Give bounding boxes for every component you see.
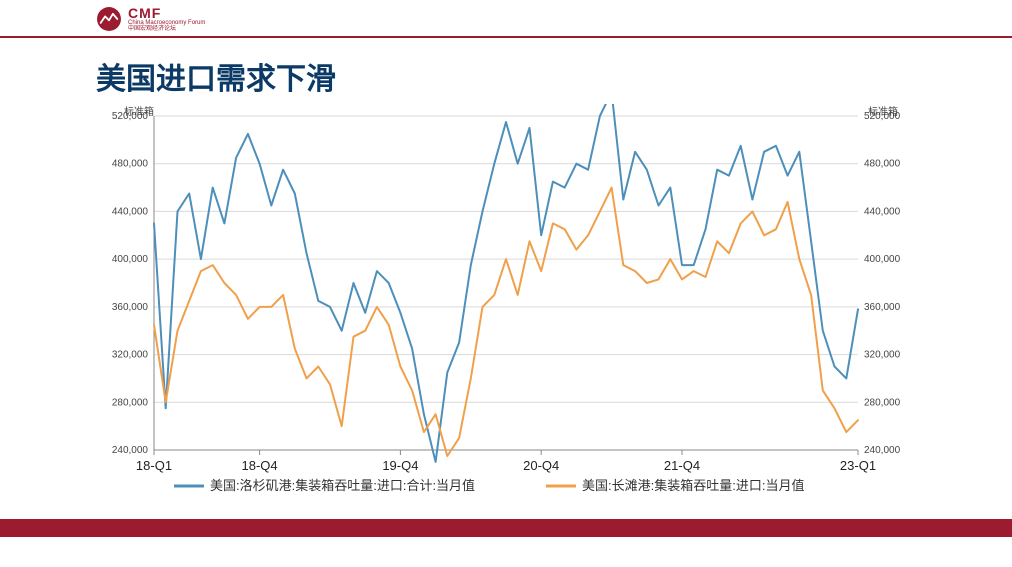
svg-text:280,000: 280,000 [112, 397, 149, 408]
svg-text:标准箱: 标准箱 [868, 105, 898, 118]
svg-text:21-Q4: 21-Q4 [664, 458, 700, 473]
svg-text:240,000: 240,000 [864, 445, 901, 456]
svg-text:280,000: 280,000 [864, 397, 901, 408]
brand-sub-cn: 中国宏观经济论坛 [128, 26, 205, 32]
brand-acronym: CMF [128, 6, 205, 20]
top-header: CMF China Macroeconomy Forum 中国宏观经济论坛 [0, 0, 1012, 38]
svg-text:美国:长滩港:集装箱吞吐量:进口:当月值: 美国:长滩港:集装箱吞吐量:进口:当月值 [582, 478, 804, 493]
svg-text:18-Q1: 18-Q1 [136, 458, 172, 473]
svg-text:360,000: 360,000 [112, 302, 149, 313]
svg-text:320,000: 320,000 [112, 350, 149, 361]
svg-text:400,000: 400,000 [112, 254, 149, 265]
brand-logo-icon [96, 6, 122, 32]
svg-text:440,000: 440,000 [112, 206, 149, 217]
svg-text:400,000: 400,000 [864, 254, 901, 265]
svg-text:标准箱: 标准箱 [124, 105, 154, 118]
brand-logo: CMF China Macroeconomy Forum 中国宏观经济论坛 [96, 6, 205, 36]
svg-text:440,000: 440,000 [864, 206, 901, 217]
svg-text:23-Q1: 23-Q1 [840, 458, 876, 473]
svg-text:480,000: 480,000 [112, 159, 149, 170]
chart-svg: 240,000 240,000 280,000 280,000 320,000 320,0… [96, 104, 916, 504]
svg-text:美国:洛杉矶港:集装箱吞吐量:进口:合计:当月值: 美国:洛杉矶港:集装箱吞吐量:进口:合计:当月值 [210, 478, 475, 493]
svg-text:18-Q4: 18-Q4 [242, 458, 278, 473]
page-title: 美国进口需求下滑 [0, 38, 1012, 104]
footer-bar [0, 519, 1012, 537]
svg-text:20-Q4: 20-Q4 [523, 458, 559, 473]
svg-text:480,000: 480,000 [864, 159, 901, 170]
svg-text:19-Q4: 19-Q4 [382, 458, 418, 473]
svg-text:240,000: 240,000 [112, 445, 149, 456]
line-chart: 240,000 240,000 280,000 280,000 320,000 320,0… [96, 104, 916, 504]
svg-text:360,000: 360,000 [864, 302, 901, 313]
svg-text:320,000: 320,000 [864, 350, 901, 361]
